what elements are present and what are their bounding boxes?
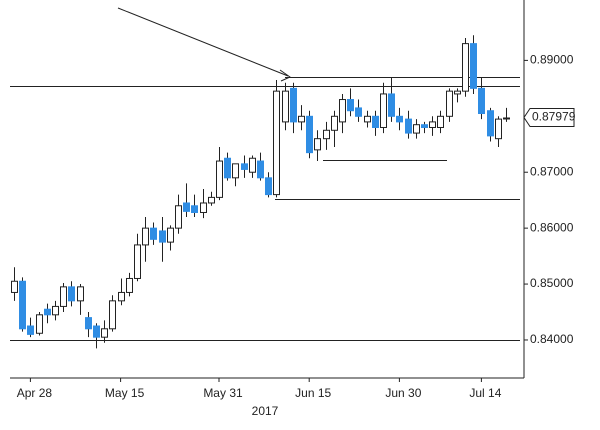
candle-body xyxy=(52,305,59,316)
candle-body xyxy=(306,115,313,154)
y-tick-label: 0.86000 xyxy=(530,220,574,234)
year-label: 2017 xyxy=(252,404,279,418)
candle-body xyxy=(470,43,477,89)
candle-body xyxy=(388,93,395,117)
candle-body xyxy=(405,118,412,134)
candle-body xyxy=(109,300,116,330)
x-tick-label: May 15 xyxy=(105,386,145,400)
candle-body xyxy=(487,110,494,137)
candle-body xyxy=(150,227,157,240)
candle-body xyxy=(298,115,305,123)
y-tick-label: 0.84000 xyxy=(530,332,574,346)
candle-body xyxy=(249,157,256,173)
candle-body xyxy=(134,244,141,279)
y-tick-label: 0.85000 xyxy=(530,276,574,290)
y-tick-label: 0.89000 xyxy=(530,53,574,67)
candle-body xyxy=(282,90,289,123)
candle-body xyxy=(265,177,272,196)
candle-body xyxy=(85,317,92,330)
candle-body xyxy=(224,157,231,179)
last-price-label: 0.87979 xyxy=(532,110,576,124)
candle-body xyxy=(454,90,461,95)
candle-body xyxy=(396,115,403,123)
candle-body xyxy=(347,99,354,112)
candle-body xyxy=(68,286,75,302)
candle-body xyxy=(437,115,444,128)
candle-body xyxy=(290,87,297,123)
candle-body xyxy=(355,107,362,117)
candle-body xyxy=(27,325,34,335)
candle-body xyxy=(257,160,264,179)
arrow-head xyxy=(279,69,292,82)
candle-body xyxy=(421,124,428,128)
candle-body xyxy=(159,230,166,243)
x-tick-label: Jun 15 xyxy=(295,386,331,400)
candle-body xyxy=(495,118,502,140)
candle-body xyxy=(77,286,84,302)
candle-body xyxy=(208,196,215,204)
candle-body xyxy=(364,115,371,123)
candle-body xyxy=(200,202,207,213)
x-tick-label: May 31 xyxy=(203,386,243,400)
candle-body xyxy=(126,277,133,293)
candle-body xyxy=(478,87,485,115)
candle-body xyxy=(44,308,51,316)
y-tick-label: 0.87000 xyxy=(530,164,574,178)
candle-body xyxy=(413,124,420,134)
candle-body xyxy=(60,286,67,307)
last-price-tag xyxy=(523,107,575,127)
candle-body xyxy=(372,115,379,128)
candle-body xyxy=(101,328,108,338)
candle-body xyxy=(118,291,125,302)
annotation-arrow xyxy=(117,7,289,77)
candle-body xyxy=(142,227,149,246)
candle-body xyxy=(446,90,453,117)
candle-body xyxy=(273,90,280,196)
candle-body xyxy=(314,138,321,151)
candle-body xyxy=(191,205,198,213)
candle-body xyxy=(503,117,510,120)
x-tick-label: Apr 28 xyxy=(17,386,53,400)
candle-body xyxy=(216,160,223,198)
x-tick-label: Jun 30 xyxy=(385,386,421,400)
candle-body xyxy=(462,43,469,92)
candle-body xyxy=(11,280,18,293)
candle-body xyxy=(380,93,387,128)
candle-body xyxy=(331,115,338,131)
candle-body xyxy=(183,202,190,212)
candle-body xyxy=(429,121,436,128)
candle-body xyxy=(232,163,239,179)
candle-body xyxy=(339,99,346,123)
candle-body xyxy=(323,129,330,140)
candle-body xyxy=(19,280,26,330)
candle-body xyxy=(93,325,100,338)
candle-body xyxy=(241,163,248,170)
candle-body xyxy=(167,227,174,243)
candle-body xyxy=(175,205,182,229)
candle-body xyxy=(36,314,43,334)
x-tick-label: Jul 14 xyxy=(469,386,501,400)
